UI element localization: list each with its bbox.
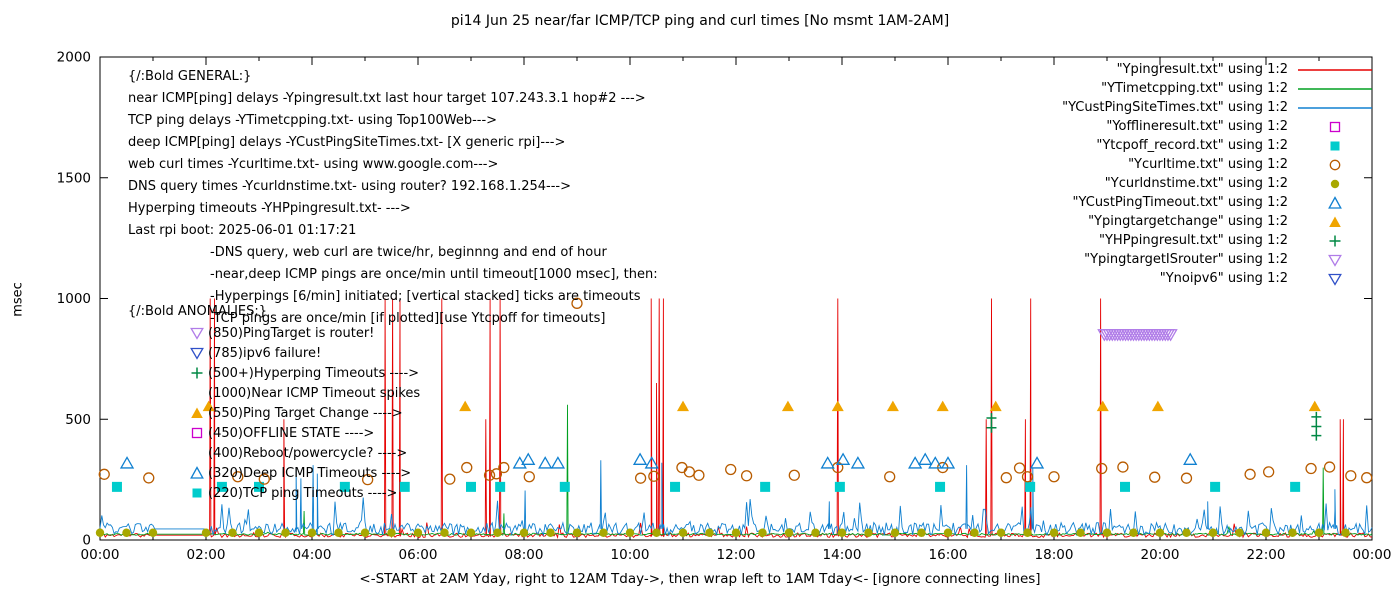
legend: "Ypingresult.txt" using 1:2 "YTimetcpping… [1062, 60, 1374, 288]
legend-entry-Ycurldnstime: "Ycurldnstime.txt" using 1:2 [1062, 174, 1374, 193]
legend-label: "Ytcpoff_record.txt" using 1:2 [1096, 138, 1288, 153]
x-tick-label: 18:00 [1035, 547, 1074, 563]
legend-label: "Ynoipv6" using 1:2 [1159, 271, 1288, 286]
y-tick-label: 0 [82, 533, 91, 549]
x-tick-label: 06:00 [399, 547, 438, 563]
y-tick-label: 1000 [57, 291, 91, 307]
x-tick-label: 10:00 [611, 547, 650, 563]
y-tick-label: 1500 [57, 170, 91, 186]
triangle-filled-icon [1296, 215, 1374, 229]
x-tick-label: 04:00 [293, 547, 332, 563]
y-tick-label: 500 [65, 412, 91, 428]
chart-title: pi14 Jun 25 near/far ICMP/TCP ping and c… [450, 13, 950, 29]
legend-label: "YCustPingSiteTimes.txt" using 1:2 [1062, 100, 1288, 115]
x-axis-caption: <-START at 2AM Yday, right to 12AM Tday-… [359, 571, 1041, 587]
series-Ycurltime [98, 297, 1373, 486]
legend-entry-Ypingtargetchange: "Ypingtargetchange" using 1:2 [1062, 212, 1374, 231]
plus-icon [1296, 234, 1374, 248]
y-ticks: 0 500 1000 1500 2000 [57, 50, 1372, 549]
series-YCustPingTimeout [119, 452, 1198, 469]
legend-entry-Ycurltime: "Ycurltime.txt" using 1:2 [1062, 155, 1374, 174]
legend-label: "Ycurldnstime.txt" using 1:2 [1104, 176, 1288, 191]
legend-entry-YpingtargetISrouter: "YpingtargetISrouter" using 1:2 [1062, 250, 1374, 269]
x-tick-label: 08:00 [505, 547, 544, 563]
series-YpingtargetISrouter [1097, 329, 1178, 342]
square-filled-icon [1296, 139, 1374, 153]
legend-entry-YHPpingresult: "YHPpingresult.txt" using 1:2 [1062, 231, 1374, 250]
x-tick-label: 02:00 [187, 547, 226, 563]
legend-entry-YCustPingTimeout: "YCustPingTimeout.txt" using 1:2 [1062, 193, 1374, 212]
legend-label: "Ypingtargetchange" using 1:2 [1088, 214, 1288, 229]
legend-entry-YTimetcpping: "YTimetcpping.txt" using 1:2 [1062, 79, 1374, 98]
series-YCustPingSiteTimes [99, 460, 1373, 537]
legend-entry-Yofflineresult: "Yofflineresult.txt" using 1:2 [1062, 117, 1374, 136]
circle-filled-icon [1296, 177, 1374, 191]
legend-entry-YCustPingSiteTimes: "YCustPingSiteTimes.txt" using 1:2 [1062, 98, 1374, 117]
line-sample-icon [1296, 63, 1374, 77]
series-Ypingtargetchange [202, 400, 1321, 412]
square-open-icon [1296, 120, 1374, 134]
legend-label: "YHPpingresult.txt" using 1:2 [1099, 233, 1288, 248]
legend-label: "YpingtargetISrouter" using 1:2 [1084, 252, 1288, 267]
series-YHPpingresult [986, 411, 1322, 441]
legend-entry-Ynoipv6: "Ynoipv6" using 1:2 [1062, 269, 1374, 288]
triangle-down-open-icon [1296, 272, 1374, 286]
legend-entry-Ypingresult: "Ypingresult.txt" using 1:2 [1062, 60, 1374, 79]
x-tick-label: 16:00 [929, 547, 968, 563]
x-tick-label: 12:00 [717, 547, 756, 563]
legend-entry-Ytcpoff_record: "Ytcpoff_record.txt" using 1:2 [1062, 136, 1374, 155]
x-tick-label: 14:00 [823, 547, 862, 563]
legend-label: "YTimetcpping.txt" using 1:2 [1101, 81, 1288, 96]
legend-label: "YCustPingTimeout.txt" using 1:2 [1072, 195, 1288, 210]
triangle-open-icon [1296, 195, 1374, 210]
circle-open-icon [1296, 158, 1374, 172]
x-tick-label: 00:00 [81, 547, 120, 563]
line-sample-icon [1296, 101, 1374, 115]
legend-label: "Ycurltime.txt" using 1:2 [1128, 157, 1288, 172]
legend-label: "Yofflineresult.txt" using 1:2 [1106, 119, 1288, 134]
x-tick-label: 20:00 [1141, 547, 1180, 563]
line-sample-icon [1296, 82, 1374, 96]
series-Ypingresult [99, 298, 1373, 539]
series-Ytcpoff_record [111, 481, 1301, 492]
x-tick-label: 00:00 [1353, 547, 1392, 563]
y-tick-label: 2000 [57, 50, 91, 66]
triangle-down-open-icon [1296, 253, 1374, 267]
x-tick-label: 22:00 [1247, 547, 1286, 563]
x-ticks: 00:00 02:00 04:00 06:00 08:00 10:00 12:00 14:00… [81, 57, 1392, 563]
legend-label: "Ypingresult.txt" using 1:2 [1116, 62, 1288, 77]
series-Ycurldnstime [95, 528, 1350, 537]
